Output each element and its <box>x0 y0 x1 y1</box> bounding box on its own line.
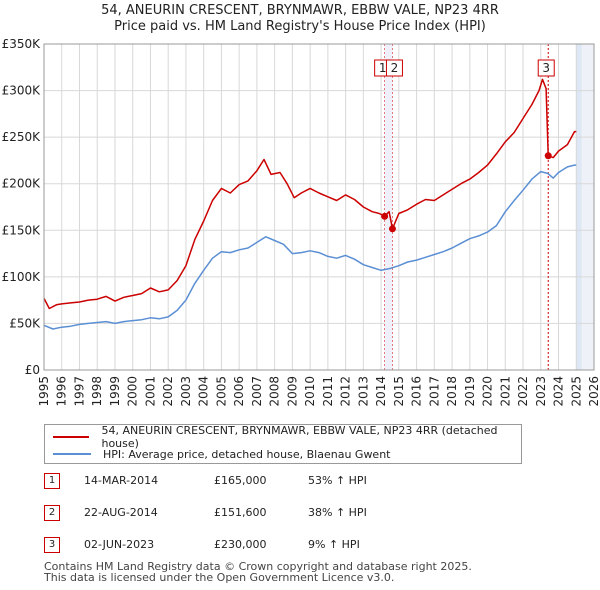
x-tick-label: 2025 <box>569 376 583 407</box>
x-tick-label: 1999 <box>108 376 122 407</box>
transaction-label-text: 3 <box>542 61 550 75</box>
transaction-date: 02-JUN-2023 <box>84 538 155 551</box>
transaction-band <box>384 44 393 370</box>
legend-label-hpi: HPI: Average price, detached house, Blae… <box>103 447 391 461</box>
transaction-point <box>544 152 552 160</box>
y-tick-label: £250K <box>2 130 42 144</box>
transaction-point <box>381 212 389 220</box>
y-tick-label: £0 <box>25 363 40 377</box>
y-tick-label: £300K <box>2 84 42 98</box>
x-tick-label: 1998 <box>90 376 104 407</box>
transaction-hpi: 38% ↑ HPI <box>308 506 367 519</box>
y-tick-label: £200K <box>2 177 42 191</box>
x-tick-label: 1996 <box>55 376 69 407</box>
x-tick-label: 2022 <box>516 376 530 407</box>
x-tick-label: 2018 <box>445 376 459 407</box>
x-tick-label: 1997 <box>72 376 86 407</box>
transaction-label-text: 2 <box>391 61 399 75</box>
legend-swatch-hpi <box>53 453 91 455</box>
transaction-label: 3 <box>537 59 555 77</box>
x-tick-label: 2021 <box>498 376 512 407</box>
transaction-row: 1 14-MAR-2014 £165,000 53% ↑ HPI <box>44 473 584 493</box>
footer-licence: This data is licensed under the Open Gov… <box>44 571 395 584</box>
x-tick-label: 2008 <box>268 376 282 407</box>
y-tick-label: £150K <box>2 223 42 237</box>
footer-copyright: Contains HM Land Registry data © Crown c… <box>44 560 472 573</box>
y-tick-label: £50K <box>9 316 41 330</box>
transaction-price: £151,600 <box>214 506 267 519</box>
x-tick-label: 2001 <box>143 376 157 407</box>
forecast-hatch-area <box>581 44 594 370</box>
x-tick-label: 2003 <box>179 376 193 407</box>
footer: Contains HM Land Registry data © Crown c… <box>44 561 472 583</box>
x-tick-label: 2014 <box>374 376 388 407</box>
x-tick-label: 2009 <box>285 376 299 407</box>
title-line-1: 54, ANEURIN CRESCENT, BRYNMAWR, EBBW VAL… <box>101 3 499 18</box>
transaction-hpi: 9% ↑ HPI <box>308 538 360 551</box>
transaction-label: 2 <box>385 59 403 77</box>
x-tick-label: 2011 <box>321 376 335 407</box>
x-tick-label: 2007 <box>250 376 264 407</box>
title-line-2: Price paid vs. HM Land Registry's House … <box>114 19 486 34</box>
x-tick-label: 2020 <box>481 376 495 407</box>
transaction-date: 14-MAR-2014 <box>84 474 159 487</box>
transaction-date: 22-AUG-2014 <box>84 506 158 519</box>
transaction-label-box <box>537 59 555 77</box>
transaction-label-box <box>385 59 403 77</box>
plot-area <box>44 44 594 370</box>
legend: 54, ANEURIN CRESCENT, BRYNMAWR, EBBW VAL… <box>44 424 522 464</box>
x-tick-label: 2000 <box>126 376 140 407</box>
y-tick-label: £350K <box>2 37 42 51</box>
y-tick-label: £100K <box>2 270 42 284</box>
property-price-line <box>43 78 577 310</box>
x-tick-label: 2004 <box>197 376 211 407</box>
x-tick-label: 2026 <box>587 376 600 407</box>
x-tick-label: 2012 <box>339 376 353 407</box>
transaction-row: 2 22-AUG-2014 £151,600 38% ↑ HPI <box>44 505 584 525</box>
transaction-point <box>388 225 396 233</box>
x-tick-label: 2016 <box>410 376 424 407</box>
legend-item-property: 54, ANEURIN CRESCENT, BRYNMAWR, EBBW VAL… <box>53 424 521 450</box>
transaction-number: 1 <box>44 473 60 489</box>
x-tick-label: 2002 <box>161 376 175 407</box>
transaction-price: £165,000 <box>214 474 267 487</box>
x-tick-label: 2019 <box>463 376 477 407</box>
transaction-hpi: 53% ↑ HPI <box>308 474 367 487</box>
transaction-price: £230,000 <box>214 538 267 551</box>
x-tick-label: 1995 <box>37 376 51 407</box>
hpi-line <box>43 164 577 330</box>
transaction-number: 2 <box>44 505 60 521</box>
plot-frame <box>43 43 595 371</box>
x-tick-label: 2024 <box>552 376 566 407</box>
transaction-label-text: 1 <box>379 61 387 75</box>
legend-label-property: 54, ANEURIN CRESCENT, BRYNMAWR, EBBW VAL… <box>101 424 498 450</box>
x-tick-label: 2005 <box>214 376 228 407</box>
x-tick-label: 2023 <box>534 376 548 407</box>
legend-item-hpi: HPI: Average price, detached house, Blae… <box>53 446 391 462</box>
transaction-number: 3 <box>44 537 60 553</box>
x-tick-label: 2010 <box>303 376 317 407</box>
x-tick-label: 2013 <box>356 376 370 407</box>
legend-swatch-property <box>53 436 90 438</box>
x-tick-label: 2017 <box>427 376 441 407</box>
transaction-row: 3 02-JUN-2023 £230,000 9% ↑ HPI <box>44 537 584 557</box>
x-tick-label: 2006 <box>232 376 246 407</box>
chart-title: 54, ANEURIN CRESCENT, BRYNMAWR, EBBW VAL… <box>0 3 600 35</box>
x-tick-label: 2015 <box>392 376 406 407</box>
